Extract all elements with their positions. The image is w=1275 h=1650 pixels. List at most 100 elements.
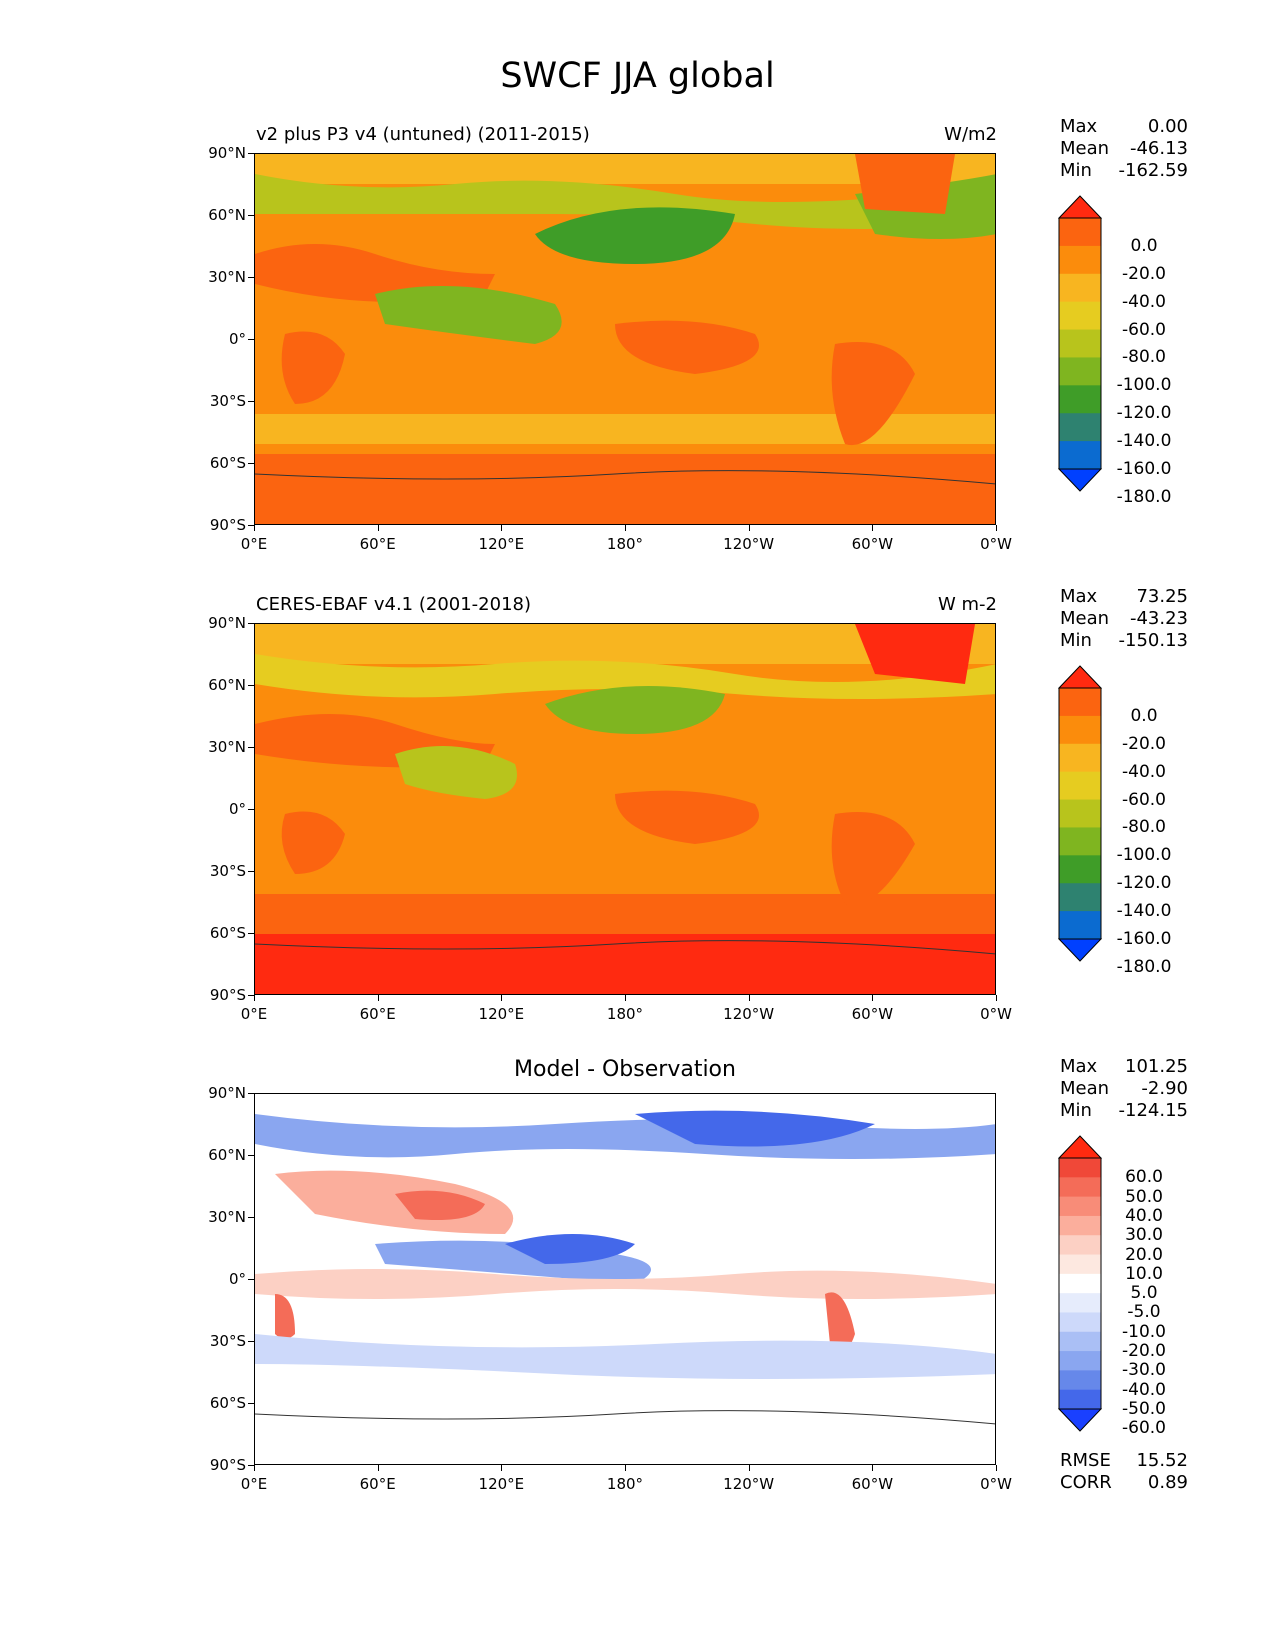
stat-key: Mean xyxy=(1060,1078,1110,1099)
colorbar-label: 40.0 xyxy=(1125,1205,1163,1226)
colorbar-label: -160.0 xyxy=(1116,929,1172,949)
colorbar-label: -80.0 xyxy=(1122,817,1166,838)
colorbar-bin xyxy=(1059,1196,1101,1217)
x-tick-label: 60°E xyxy=(359,535,396,553)
colorbar-extend-min xyxy=(1058,1408,1102,1432)
y-tick-mark xyxy=(248,339,254,340)
colorbar-bin xyxy=(1059,743,1101,773)
stat-row: Mean -46.13 xyxy=(1060,138,1188,160)
colorbar-bin xyxy=(1059,385,1101,414)
stat-row: Mean -2.90 xyxy=(1060,1078,1188,1100)
x-tick-mark xyxy=(625,1465,626,1471)
y-tick-mark xyxy=(248,1465,254,1466)
x-tick-mark xyxy=(872,525,874,531)
x-tick-label: 120°E xyxy=(478,1005,525,1023)
y-tick-label: 90°N xyxy=(208,614,246,632)
x-tick-label: 60°E xyxy=(359,1475,396,1493)
x-tick-mark xyxy=(377,525,379,531)
y-tick-label: 90°N xyxy=(208,1084,246,1102)
colorbar-bin xyxy=(1059,1331,1101,1352)
colorbar-label: -60.0 xyxy=(1122,1418,1166,1439)
stat-value: -2.90 xyxy=(1141,1078,1188,1099)
colorbar-label: -40.0 xyxy=(1122,761,1166,782)
stats-block: Max 101.25 Mean -2.90 Min -124.15 xyxy=(1060,1056,1188,1122)
stat-value: 73.25 xyxy=(1136,586,1188,607)
colorbar-bin xyxy=(1059,1312,1101,1333)
colorbar-bin xyxy=(1059,1215,1101,1236)
y-tick-label: 30°N xyxy=(208,268,246,286)
colorbar-bin xyxy=(1059,441,1101,470)
stat-key: CORR xyxy=(1060,1472,1112,1493)
stat-key: Max xyxy=(1060,1056,1098,1077)
colorbar-bin xyxy=(1059,1273,1101,1294)
stat-row: RMSE 15.52 xyxy=(1060,1450,1188,1472)
x-tick-mark xyxy=(996,525,997,531)
y-tick-label: 90°S xyxy=(209,986,246,1004)
stat-row: Min -150.13 xyxy=(1060,630,1188,652)
y-tick-label: 60°N xyxy=(208,676,246,694)
x-tick-label: 120°W xyxy=(723,1005,775,1023)
x-tick-label: 0°W xyxy=(980,535,1012,553)
y-tick-mark xyxy=(248,525,254,526)
x-tick-label: 180° xyxy=(606,1005,644,1023)
y-tick-mark xyxy=(248,995,254,996)
colorbar-bin xyxy=(1059,1370,1101,1391)
colorbar-bin xyxy=(1059,273,1101,303)
panel-title-center: Model - Observation xyxy=(514,1057,736,1082)
colorbar-label: -20.0 xyxy=(1122,263,1166,284)
y-tick-mark xyxy=(248,1403,254,1404)
colorbar-label: -120.0 xyxy=(1116,403,1172,424)
x-tick-mark xyxy=(254,1465,255,1471)
y-tick-mark xyxy=(248,933,254,934)
stat-value: 0.00 xyxy=(1147,116,1188,137)
x-tick-mark xyxy=(625,525,626,531)
map-model xyxy=(254,153,996,525)
panel-observation: CERES-EBAF v4.1 (2001-2018) W m-2 90°N 60… xyxy=(0,0,1275,1023)
x-tick-mark xyxy=(996,995,997,1001)
colorbar-label: -40.0 xyxy=(1122,1379,1166,1400)
x-tick-mark xyxy=(996,1465,997,1471)
map-observation xyxy=(254,623,996,995)
y-tick-label: 90°S xyxy=(209,1456,246,1474)
extra-stats: RMSE 15.52 CORR 0.89 xyxy=(1060,1450,1188,1494)
field-map-difference xyxy=(255,1094,995,1464)
stat-value: 0.89 xyxy=(1147,1472,1188,1493)
colorbar-label: 10.0 xyxy=(1125,1263,1163,1284)
stats-block: Max 73.25 Mean -43.23 Min -150.13 xyxy=(1060,586,1188,652)
stat-value: -43.23 xyxy=(1129,608,1188,629)
y-tick-mark xyxy=(248,401,254,402)
y-tick-mark xyxy=(248,809,254,810)
stat-row: CORR 0.89 xyxy=(1060,1472,1188,1494)
x-tick-mark xyxy=(501,1465,503,1471)
colorbar-label: -100.0 xyxy=(1116,375,1172,396)
colorbar-label: -140.0 xyxy=(1116,431,1172,452)
y-tick-label: 60°S xyxy=(209,1394,246,1412)
colorbar-label: -80.0 xyxy=(1122,347,1166,368)
y-tick-label: 90°S xyxy=(209,516,246,534)
x-tick-label: 60°E xyxy=(359,1005,396,1023)
x-tick-mark xyxy=(254,995,255,1001)
stat-key: Mean xyxy=(1060,138,1110,159)
y-tick-label: 0° xyxy=(228,800,246,818)
x-tick-label: 180° xyxy=(606,1475,644,1493)
colorbar-label: -180.0 xyxy=(1116,956,1172,977)
colorbar-bin xyxy=(1059,1177,1101,1198)
colorbar-bin xyxy=(1059,1254,1101,1275)
colorbar-bin xyxy=(1059,329,1101,358)
colorbar-label: -50.0 xyxy=(1122,1399,1166,1419)
colorbar-label: -60.0 xyxy=(1122,319,1166,340)
colorbar-bin xyxy=(1059,1158,1101,1178)
colorbar-bin xyxy=(1059,357,1101,386)
stat-value: -162.59 xyxy=(1118,160,1188,181)
stat-value: 15.52 xyxy=(1136,1450,1188,1471)
y-tick-mark xyxy=(248,871,254,872)
panel-title-right: W m-2 xyxy=(937,594,997,615)
colorbar-bin xyxy=(1059,771,1101,801)
colorbar-bin xyxy=(1059,301,1101,331)
x-tick-mark xyxy=(872,1465,874,1471)
colorbar-label: -100.0 xyxy=(1116,845,1172,866)
colorbar-bin xyxy=(1059,1235,1101,1256)
x-tick-label: 0°E xyxy=(240,1475,268,1493)
panel-title-left: CERES-EBAF v4.1 (2001-2018) xyxy=(256,594,532,615)
y-tick-mark xyxy=(248,747,254,748)
